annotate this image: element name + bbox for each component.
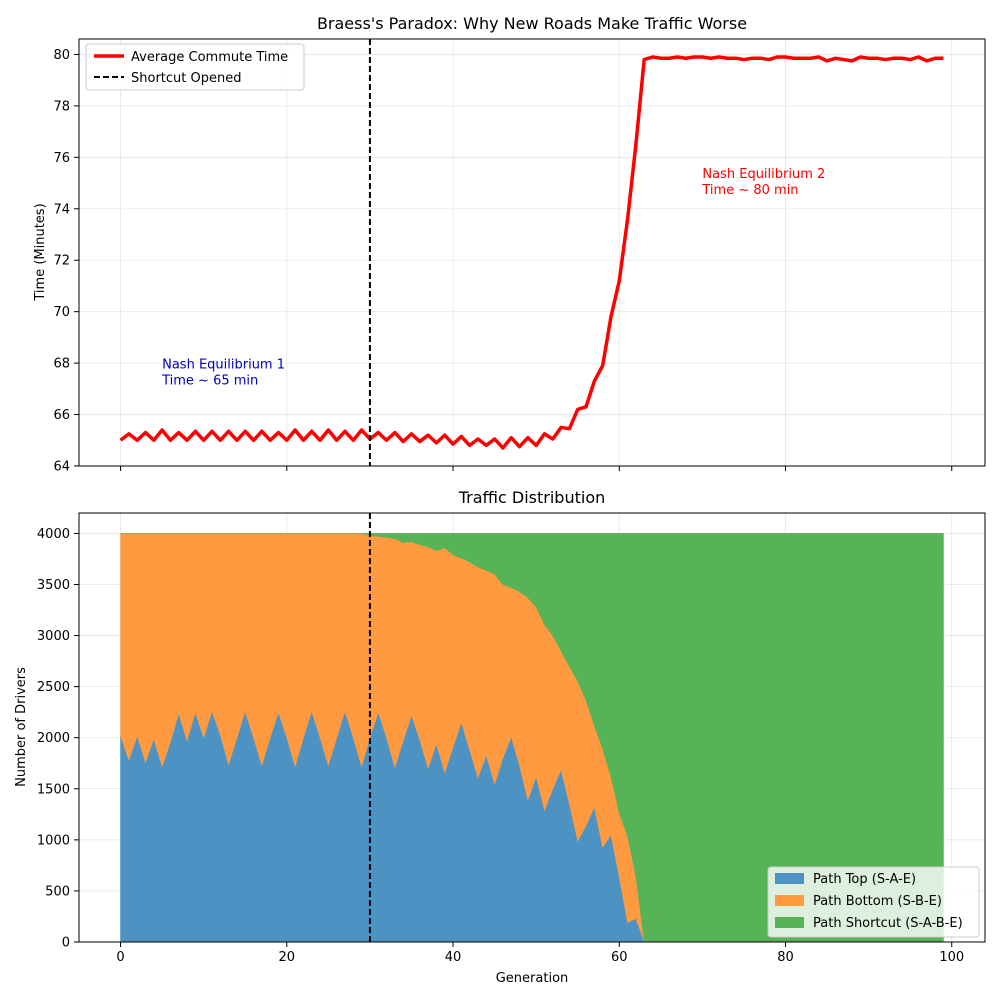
annotation-equilibrium-1-line1: Nash Equilibrium 1 [162,357,285,372]
legend-path-shortcut-swatch [775,917,804,928]
annotation-equilibrium-2-line2: Time ~ 80 min [701,183,798,198]
commute-time-chart: Braess's Paradox: Why New Roads Make Tra… [33,14,986,475]
bottom-y-tick-label: 0 [62,936,70,951]
top-y-tick-label: 80 [53,48,70,63]
bottom-y-tick-label: 1000 [37,833,70,848]
commute-time-line [119,55,944,450]
bottom-x-tick-label: 80 [777,950,794,965]
legend-path-top-swatch [775,873,804,884]
bottom-x-tick-label: 60 [611,950,628,965]
top-x-ticks [120,466,953,471]
bottom-x-axis-label: Generation [496,971,569,986]
bottom-plot-content [120,513,944,943]
bottom-y-tick-label: 1500 [37,782,70,797]
bottom-y-tick-label: 2500 [37,680,70,695]
top-y-tick-label: 70 [53,305,70,320]
top-y-ticks: 64 66 68 70 72 74 76 78 80 [53,48,79,475]
top-legend: Average Commute Time Shortcut Opened [85,43,305,91]
top-y-tick-label: 64 [53,460,70,475]
top-chart-title: Braess's Paradox: Why New Roads Make Tra… [317,14,747,33]
bottom-chart-title: Traffic Distribution [458,488,606,507]
legend-shortcut-label: Shortcut Opened [131,71,241,86]
annotation-equilibrium-2-line1: Nash Equilibrium 2 [702,167,825,182]
bottom-y-tick-label: 500 [45,884,70,899]
top-legend-box [85,43,305,91]
annotations: Nash Equilibrium 1 Time ~ 65 min Nash Eq… [161,167,825,388]
bottom-x-tick-label: 100 [939,950,964,965]
bottom-y-ticks: 0 500 1000 1500 2000 2500 3000 3500 4000 [37,527,79,951]
top-y-tick-label: 66 [53,408,70,423]
top-plot-frame [78,38,986,467]
path-shortcut-area [120,533,944,942]
bottom-x-tick-label: 20 [279,950,296,965]
bottom-x-tick-label: 40 [445,950,462,965]
legend-path-bottom-swatch [775,895,804,906]
top-y-tick-label: 72 [53,254,70,269]
legend-path-bottom-label: Path Bottom (S-B-E) [813,894,942,909]
top-y-tick-label: 76 [53,151,70,166]
top-plot-content [119,39,944,466]
bottom-plot-frame [78,512,986,943]
top-y-tick-label: 74 [53,202,70,217]
legend-commute-label: Average Commute Time [131,50,288,65]
bottom-y-tick-label: 4000 [37,527,70,542]
traffic-distribution-chart: Traffic Distribution 0 20 40 60 80 100 0 500 10… [14,488,986,986]
bottom-y-axis-label: Number of Drivers [14,667,29,787]
bottom-x-ticks: 0 20 40 60 80 100 [116,942,964,965]
bottom-legend-box [767,866,980,938]
legend-path-shortcut-label: Path Shortcut (S-A-B-E) [813,916,963,931]
bottom-y-tick-label: 3000 [37,629,70,644]
top-y-tick-label: 68 [53,357,70,372]
bottom-x-tick-label: 0 [116,950,124,965]
top-y-axis-label: Time (Minutes) [33,203,48,301]
annotation-equilibrium-1-line2: Time ~ 65 min [161,373,258,388]
bottom-legend: Path Top (S-A-E) Path Bottom (S-B-E) Pat… [767,866,980,938]
bottom-y-tick-label: 3500 [37,578,70,593]
top-y-tick-label: 78 [53,99,70,114]
bottom-y-tick-label: 2000 [37,731,70,746]
legend-path-top-label: Path Top (S-A-E) [813,872,916,887]
